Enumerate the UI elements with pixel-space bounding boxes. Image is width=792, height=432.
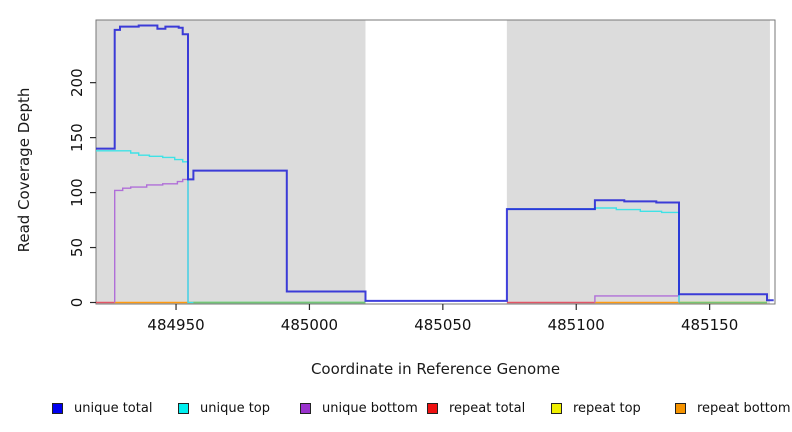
legend-label-unique-total: unique total <box>74 400 153 416</box>
y-tick-label-150: 150 <box>68 123 86 152</box>
plot-box <box>95 19 776 305</box>
series-unique-top-line-1 <box>96 150 366 304</box>
legend-item-repeat-top: repeat top <box>551 398 641 418</box>
x-tick-label-484950: 484950 <box>147 316 204 334</box>
legend-swatch-repeat-top-icon <box>551 402 562 414</box>
legend-swatch-unique-total-icon <box>52 402 63 414</box>
legend-item-unique-bottom: unique bottom <box>300 398 418 418</box>
legend-swatch-unique-bottom-icon <box>300 402 311 414</box>
x-axis-title: Coordinate in Reference Genome <box>310 360 561 378</box>
legend-label-repeat-total: repeat total <box>449 400 526 416</box>
y-axis-title: Read Coverage Depth <box>14 88 34 253</box>
y-tick-label-0: 0 <box>68 298 86 308</box>
y-axis-title-text: Read Coverage Depth <box>15 87 33 253</box>
legend-label-repeat-top: repeat top <box>573 400 641 416</box>
x-tick-label-485100: 485100 <box>548 316 605 334</box>
series-unique-bottom-line-1 <box>113 178 189 303</box>
y-tick-label-200: 200 <box>68 68 86 97</box>
legend-swatch-unique-top-icon <box>178 402 189 414</box>
x-tick-label-485050: 485050 <box>414 316 471 334</box>
x-tick-label-485000: 485000 <box>281 316 338 334</box>
legend-item-repeat-bottom: repeat bottom <box>675 398 791 418</box>
y-tick-label-50: 50 <box>68 238 86 257</box>
legend-item-repeat-total: repeat total <box>427 398 525 418</box>
legend-label-repeat-bottom: repeat bottom <box>697 400 791 416</box>
legend-label-unique-bottom: unique bottom <box>322 400 418 416</box>
y-tick-label-100: 100 <box>68 178 86 207</box>
legend: unique total unique top unique bottom repea… <box>0 398 792 422</box>
legend-label-unique-top: unique top <box>200 400 271 416</box>
shaded-region-1 <box>96 20 366 304</box>
legend-item-unique-total: unique total <box>52 398 152 418</box>
x-tick-label-485150: 485150 <box>681 316 738 334</box>
legend-item-unique-top: unique top <box>178 398 270 418</box>
series-unique-total-line <box>96 24 774 302</box>
legend-swatch-repeat-bottom-icon <box>675 402 686 414</box>
legend-swatch-repeat-total-icon <box>427 402 438 414</box>
shaded-region-2 <box>506 20 770 304</box>
